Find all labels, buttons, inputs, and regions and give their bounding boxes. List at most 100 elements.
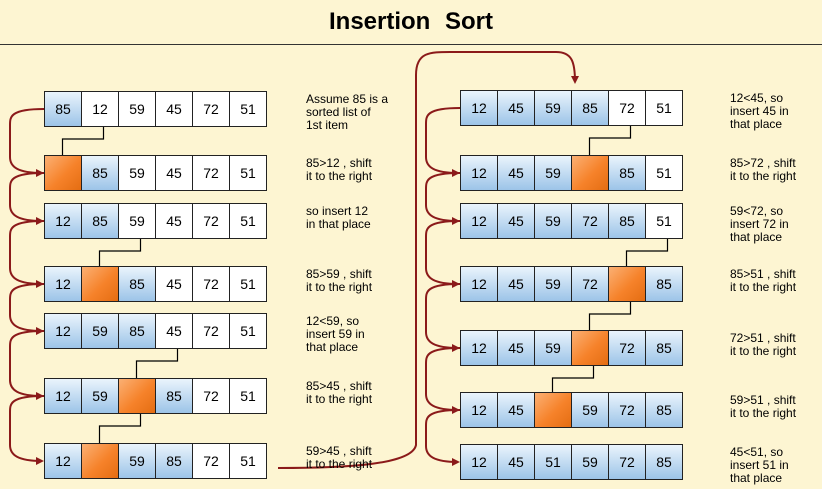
array-cell: 45 [497, 266, 535, 302]
step-flow-arrow [9, 330, 45, 400]
array-cell: 85 [645, 330, 683, 366]
empty-slot-cell [608, 266, 646, 302]
step-note: 12<45, so insert 45 in that place [730, 91, 789, 131]
array-cell: 72 [571, 203, 609, 239]
array-row: 12 45 59 72 85 [460, 392, 683, 428]
column-connector-arrow [277, 51, 579, 469]
empty-slot-cell [81, 443, 119, 479]
array-cell: 59 [571, 392, 609, 428]
array-cell: 72 [192, 266, 230, 302]
shift-pointer-arrow [98, 414, 142, 462]
array-cell: 51 [229, 266, 267, 302]
step-note: 45<51, so insert 51 in that place [730, 445, 789, 485]
array-cell: 51 [645, 90, 683, 126]
array-cell: 12 [460, 203, 498, 239]
step-flow-arrow [425, 107, 461, 177]
empty-slot-cell [534, 392, 572, 428]
step-note: 59<72, so insert 72 in that place [730, 204, 789, 244]
array-row: 12 59 85 72 51 [44, 443, 267, 479]
array-cell: 72 [608, 90, 646, 126]
array-cell: 72 [192, 91, 230, 127]
step-note: Assume 85 is a sorted list of 1st item [306, 92, 389, 132]
step-flow-arrow [9, 108, 45, 177]
step-note: so insert 12 in that place [306, 204, 371, 231]
step-flow-arrow [425, 347, 461, 414]
array-cell: 45 [497, 444, 535, 480]
array-cell: 59 [81, 378, 119, 414]
array-cell: 59 [118, 155, 156, 191]
array-cell: 12 [460, 444, 498, 480]
step-flow-arrow [425, 220, 461, 288]
empty-slot-cell [81, 266, 119, 302]
array-cell: 85 [155, 378, 193, 414]
array-cell: 59 [534, 330, 572, 366]
array-cell: 59 [534, 155, 572, 191]
shift-pointer-arrow [625, 239, 669, 285]
array-cell: 72 [608, 444, 646, 480]
array-cell: 85 [608, 203, 646, 239]
shift-pointer-arrow [61, 127, 105, 174]
array-row: 12 59 85 72 51 [44, 378, 267, 414]
array-cell: 59 [81, 313, 119, 349]
array-cell: 12 [44, 443, 82, 479]
array-row: 12 45 59 72 85 [460, 330, 683, 366]
array-cell: 45 [497, 155, 535, 191]
array-cell: 85 [118, 313, 156, 349]
array-row: 12 45 59 72 85 [460, 266, 683, 302]
array-cell: 45 [155, 203, 193, 239]
array-row: 12 85 59 45 72 51 [44, 203, 267, 239]
array-cell: 12 [460, 330, 498, 366]
array-cell: 72 [571, 266, 609, 302]
title-divider [0, 44, 822, 45]
empty-slot-cell [571, 330, 609, 366]
array-cell: 59 [534, 266, 572, 302]
array-cell: 59 [571, 444, 609, 480]
shift-pointer-arrow [135, 349, 179, 397]
array-cell: 45 [155, 91, 193, 127]
step-flow-arrow [425, 409, 461, 466]
step-note: 85>51 , shift it to the right [730, 267, 797, 294]
shift-pointer-arrow [588, 126, 632, 174]
step-note: 85>59 , shift it to the right [306, 267, 373, 294]
array-cell: 12 [460, 90, 498, 126]
array-cell: 85 [608, 155, 646, 191]
step-flow-arrow [9, 220, 45, 288]
array-cell: 72 [608, 392, 646, 428]
array-cell: 45 [155, 155, 193, 191]
array-cell: 12 [460, 155, 498, 191]
step-flow-arrow [425, 172, 461, 225]
array-row: 85 12 59 45 72 51 [44, 91, 267, 127]
array-cell: 85 [81, 203, 119, 239]
array-cell: 72 [192, 378, 230, 414]
array-cell: 72 [192, 203, 230, 239]
array-cell: 59 [118, 203, 156, 239]
array-cell: 85 [118, 266, 156, 302]
array-cell: 85 [44, 91, 82, 127]
step-note: 85>72 , shift it to the right [730, 156, 797, 183]
step-note: 59>51 , shift it to the right [730, 393, 797, 420]
array-cell: 85 [645, 266, 683, 302]
array-cell: 51 [645, 155, 683, 191]
array-cell: 12 [44, 313, 82, 349]
step-note: 59>45 , shift it to the right [306, 444, 373, 471]
array-cell: 85 [571, 90, 609, 126]
array-cell: 72 [192, 443, 230, 479]
shift-pointer-arrow [588, 302, 632, 349]
step-note: 72>51 , shift it to the right [730, 331, 797, 358]
array-cell: 12 [44, 266, 82, 302]
step-note: 85>45 , shift it to the right [306, 379, 373, 406]
array-cell: 51 [229, 203, 267, 239]
array-cell: 51 [645, 203, 683, 239]
step-flow-arrow [9, 172, 45, 225]
array-cell: 51 [229, 443, 267, 479]
array-cell: 45 [497, 203, 535, 239]
array-cell: 85 [645, 444, 683, 480]
step-flow-arrow [425, 283, 461, 352]
array-cell: 45 [155, 266, 193, 302]
array-cell: 51 [229, 91, 267, 127]
array-cell: 12 [460, 392, 498, 428]
array-cell: 85 [645, 392, 683, 428]
step-note: 85>12 , shift it to the right [306, 156, 373, 183]
array-row: 12 45 59 85 51 [460, 155, 683, 191]
array-cell: 85 [155, 443, 193, 479]
